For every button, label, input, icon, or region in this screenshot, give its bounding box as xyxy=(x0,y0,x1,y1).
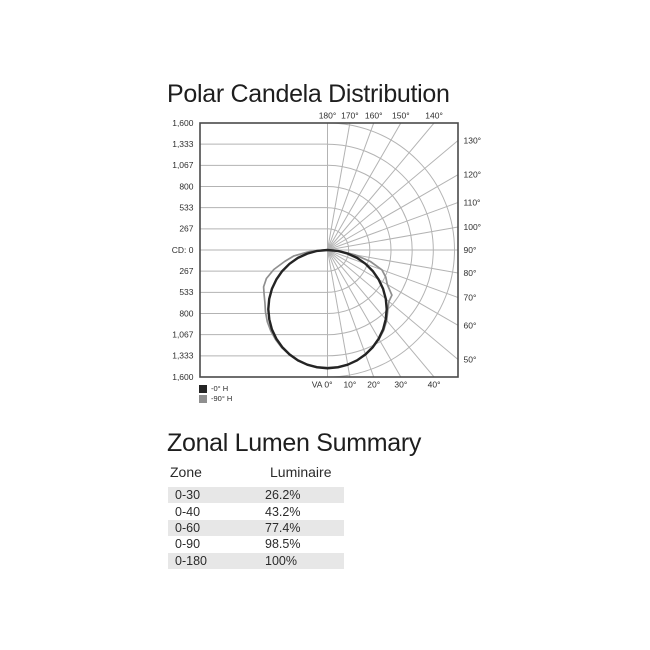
legend-label-90h: -90° H xyxy=(211,393,233,403)
angle-radial-line xyxy=(327,249,458,299)
legend-item-0h: -0° H xyxy=(199,384,232,393)
angle-radial-line xyxy=(327,226,458,251)
zone-cell: 0-60 xyxy=(175,520,201,535)
right-angle-label: 110° xyxy=(464,198,481,208)
zone-cell: 0-90 xyxy=(175,537,201,552)
angle-radial-line xyxy=(327,249,375,377)
angle-radial-line xyxy=(327,249,458,274)
top-angle-label: 170° xyxy=(341,111,359,121)
radial-tick-label: 533 xyxy=(179,202,193,212)
radial-tick-label: 1,333 xyxy=(172,139,194,149)
radial-tick-label: 1,600 xyxy=(172,372,194,382)
angle-radial-line xyxy=(327,249,402,377)
zonal-lumen-table: Zone Luminaire 0-30 26.2% 0-40 43.2% 0-60 77.… xyxy=(168,461,344,569)
table-row: 0-30 26.2% xyxy=(168,487,344,504)
zonal-summary-title: Zonal Lumen Summary xyxy=(167,429,422,457)
table-row: 0-40 43.2% xyxy=(168,503,344,519)
legend-label-0h: -0° H xyxy=(211,383,229,393)
zone-cell: 0-30 xyxy=(175,488,201,503)
angle-radial-line xyxy=(327,123,402,251)
right-angle-label: 50° xyxy=(464,355,477,365)
radial-tick-label: 1,600 xyxy=(172,118,194,128)
right-angle-label: 90° xyxy=(464,245,477,255)
angle-radial-line xyxy=(327,123,351,251)
polar-chart-legend: -0° H -90° H xyxy=(199,384,232,404)
table-row: 0-60 77.4% xyxy=(168,519,344,537)
luminaire-cell: 43.2% xyxy=(265,504,301,519)
angle-radial-line xyxy=(327,123,435,251)
column-header-zone: Zone xyxy=(170,464,202,480)
angle-radial-line xyxy=(327,249,458,326)
zonal-table-body: 0-30 26.2% 0-40 43.2% 0-60 77.4% 0-90 98.5% 0-18… xyxy=(168,487,344,569)
angle-radial-line xyxy=(327,123,375,251)
radial-tick-label: 1,067 xyxy=(172,329,194,339)
table-row: 0-90 98.5% xyxy=(168,536,344,552)
luminaire-cell: 26.2% xyxy=(265,488,301,503)
angle-radial-line xyxy=(327,249,458,361)
radial-tick-label: 267 xyxy=(179,266,193,276)
axis-labels: 1,600 1,333 1,067 800 533 267 CD: 0 267 533 800 1,… xyxy=(172,111,481,390)
right-angle-label: 70° xyxy=(464,292,477,302)
luminaire-cell: 77.4% xyxy=(265,520,301,535)
top-angle-label: 160° xyxy=(365,111,383,121)
angle-radial-line xyxy=(327,139,458,251)
zone-cell: 0-180 xyxy=(175,553,207,568)
column-header-luminaire: Luminaire xyxy=(270,464,332,480)
polar-grid xyxy=(200,123,458,377)
luminaire-cell: 100% xyxy=(265,553,297,568)
plot-border xyxy=(199,122,459,378)
angle-radial-line xyxy=(327,249,435,377)
polar-chart-title: Polar Candela Distribution xyxy=(167,80,450,108)
right-angle-label: 60° xyxy=(464,320,477,330)
angle-radial-line xyxy=(327,174,458,251)
bottom-angle-label: 10° xyxy=(343,380,356,390)
radial-tick-label: 1,067 xyxy=(172,160,194,170)
table-row: 0-180 100% xyxy=(168,552,344,569)
right-angle-label: 80° xyxy=(464,268,477,278)
legend-swatch-90h-icon xyxy=(199,394,207,403)
legend-item-90h: -90° H xyxy=(199,394,232,403)
angle-radial-line xyxy=(327,249,351,377)
angle-radial-line xyxy=(327,201,458,251)
bottom-angle-label: 20° xyxy=(367,380,380,390)
radial-tick-label: 800 xyxy=(179,308,193,318)
radial-tick-label: 533 xyxy=(179,287,193,297)
top-angle-label: 150° xyxy=(392,111,410,121)
radial-tick-label: CD: 0 xyxy=(172,245,194,255)
legend-swatch-0h-icon xyxy=(199,384,207,393)
candela-curve-0h xyxy=(267,248,388,370)
zone-cell: 0-40 xyxy=(175,504,201,519)
right-angle-label: 120° xyxy=(464,170,482,180)
top-angle-label: 180° xyxy=(319,111,337,121)
bottom-angle-label: VA 0° xyxy=(312,380,333,390)
bottom-angle-label: 30° xyxy=(394,380,407,390)
zonal-table-header: Zone Luminaire xyxy=(168,461,344,487)
radial-tick-label: 1,333 xyxy=(172,351,194,361)
radial-tick-label: 800 xyxy=(179,181,193,191)
right-angle-label: 130° xyxy=(464,135,482,145)
radial-tick-label: 267 xyxy=(179,224,193,234)
top-angle-label: 140° xyxy=(425,111,443,121)
right-angle-label: 100° xyxy=(464,222,482,232)
luminaire-cell: 98.5% xyxy=(265,537,301,552)
bottom-angle-label: 40° xyxy=(428,380,441,390)
